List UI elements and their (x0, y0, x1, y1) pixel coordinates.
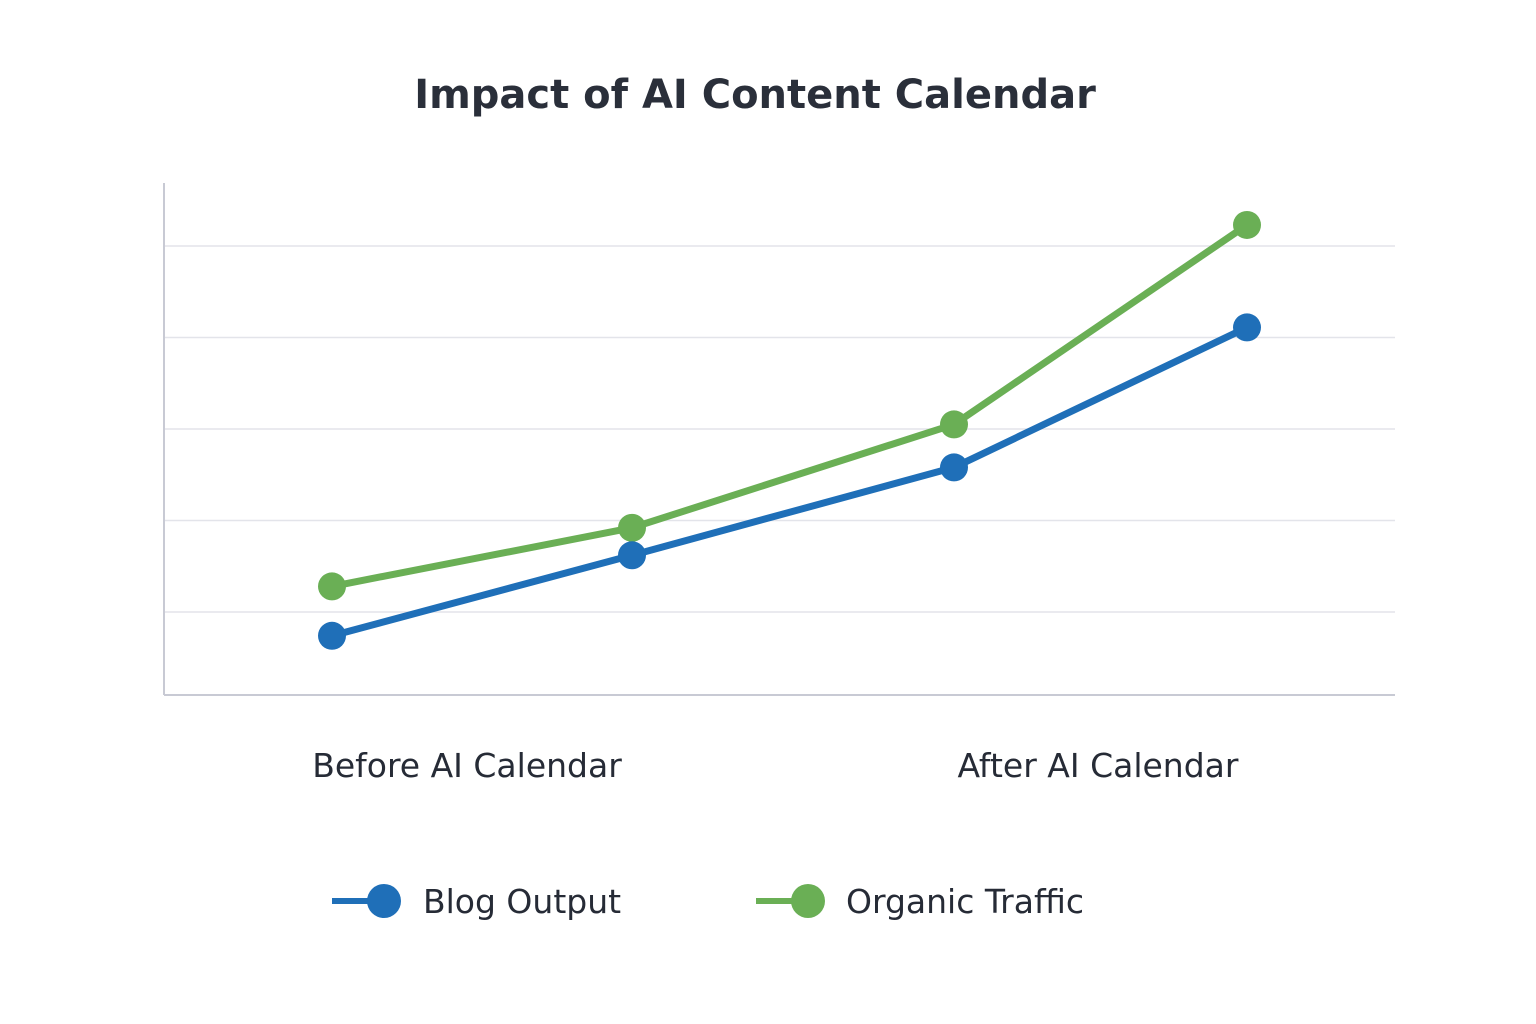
chart-title: Impact of AI Content Calendar (414, 72, 1096, 118)
data-point-blog-output[interactable] (1233, 313, 1261, 342)
series-group (318, 210, 1261, 650)
legend-marker-blog-output (367, 884, 401, 918)
legend-item-blog-output[interactable]: Blog Output (332, 882, 621, 921)
legend: Blog Output Organic Traffic (332, 882, 1084, 921)
legend-marker-organic-traffic (791, 884, 825, 918)
data-point-organic-traffic[interactable] (940, 410, 968, 439)
series-line-organic-traffic (331, 222, 1249, 590)
legend-label-organic-traffic: Organic Traffic (846, 882, 1084, 921)
legend-label-blog-output: Blog Output (423, 882, 621, 921)
data-point-blog-output[interactable] (940, 453, 968, 482)
data-point-blog-output[interactable] (618, 541, 646, 570)
data-point-organic-traffic[interactable] (618, 513, 646, 542)
data-point-organic-traffic[interactable] (318, 572, 346, 601)
gridlines (164, 245, 1395, 613)
series-line-blog-output (331, 324, 1249, 640)
data-point-organic-traffic[interactable] (1233, 210, 1261, 239)
data-point-blog-output[interactable] (318, 621, 346, 650)
x-group-label-before: Before AI Calendar (312, 746, 622, 785)
x-group-label-after: After AI Calendar (958, 746, 1239, 785)
legend-item-organic-traffic[interactable]: Organic Traffic (756, 882, 1084, 921)
